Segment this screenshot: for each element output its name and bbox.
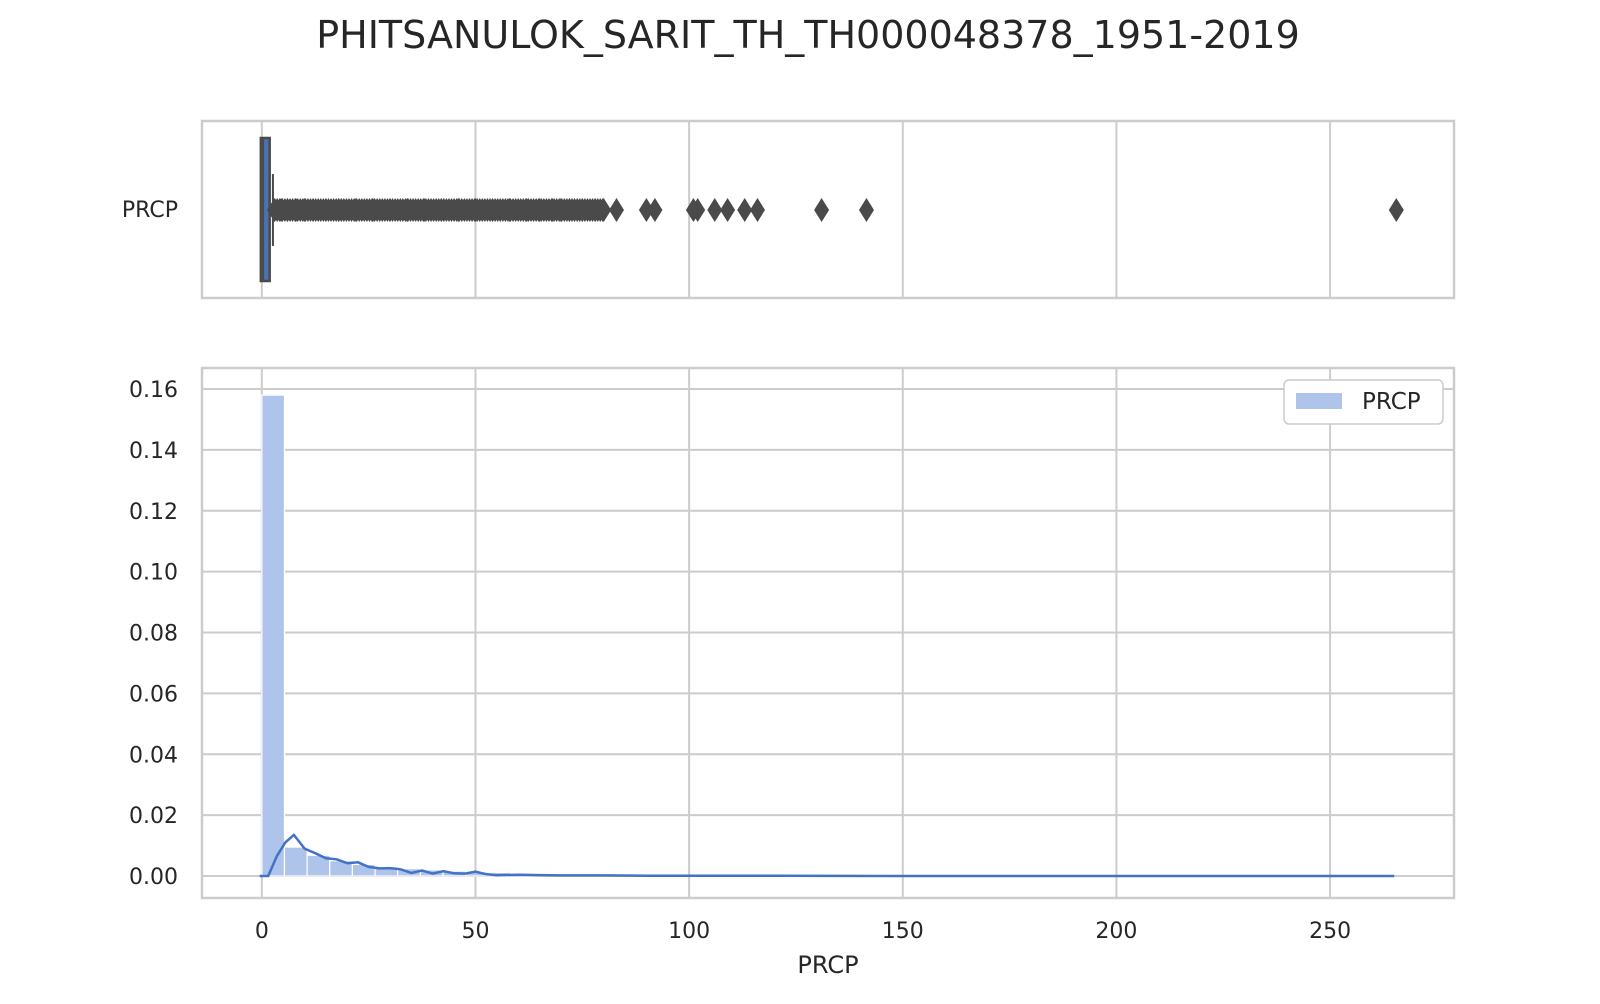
y-tick-label: 0.16 (129, 378, 178, 403)
y-tick-label: 0.00 (129, 865, 178, 890)
boxplot-panel: PRCP (122, 121, 1454, 298)
x-tick-label: 50 (461, 919, 489, 944)
x-tick-label: 250 (1309, 919, 1351, 944)
y-tick-label: 0.04 (129, 743, 178, 768)
x-tick-label: 200 (1095, 919, 1137, 944)
y-tick-label: 0.10 (129, 561, 178, 586)
legend: PRCP (1284, 380, 1443, 424)
y-tick-label: 0.06 (129, 682, 178, 707)
x-tick-label: 150 (882, 919, 924, 944)
x-axis-label: PRCP (797, 951, 858, 979)
histogram-bar (284, 847, 307, 876)
chart-title: PHITSANULOK_SARIT_TH_TH000048378_1951-20… (316, 13, 1300, 57)
histogram-bar (262, 395, 285, 876)
legend-swatch (1296, 393, 1342, 409)
x-tick-labels: 0 50 100 150 200 250 (255, 919, 1351, 944)
boxplot-category-label: PRCP (122, 198, 178, 223)
histogram-panel: 0.00 0.02 0.04 0.06 0.08 0.10 0.12 0.14 0.16 0 50… (129, 368, 1454, 979)
y-tick-labels: 0.00 0.02 0.04 0.06 0.08 0.10 0.12 0.14 0.16 (129, 378, 178, 890)
x-tick-label: 0 (255, 919, 269, 944)
y-tick-label: 0.08 (129, 622, 178, 647)
y-tick-label: 0.14 (129, 439, 178, 464)
y-tick-label: 0.12 (129, 500, 178, 525)
legend-label: PRCP (1362, 389, 1421, 415)
x-tick-label: 100 (668, 919, 710, 944)
y-tick-label: 0.02 (129, 804, 178, 829)
